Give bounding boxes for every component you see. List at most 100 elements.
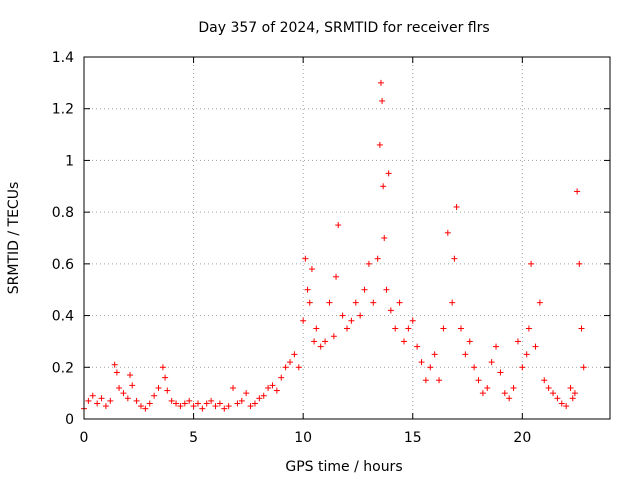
data-point xyxy=(190,403,197,410)
y-tick-label: 0.8 xyxy=(52,205,74,221)
y-axis-label: SRMTID / TECUs xyxy=(6,182,22,295)
x-tick-label: 15 xyxy=(404,430,422,446)
data-point xyxy=(212,403,219,410)
data-point xyxy=(282,364,289,371)
data-point xyxy=(453,203,460,210)
data-point xyxy=(528,260,535,267)
data-point xyxy=(113,369,120,376)
data-point xyxy=(574,188,581,195)
data-point xyxy=(124,395,131,402)
data-point xyxy=(302,255,309,262)
data-point xyxy=(151,392,158,399)
data-point xyxy=(333,273,340,280)
data-point xyxy=(554,395,561,402)
data-point xyxy=(225,403,232,410)
data-point xyxy=(383,286,390,293)
y-tick-label: 0.4 xyxy=(52,309,74,325)
data-point xyxy=(181,400,188,407)
data-point xyxy=(194,400,201,407)
data-point xyxy=(569,395,576,402)
data-point xyxy=(295,364,302,371)
data-point xyxy=(98,395,105,402)
data-point xyxy=(94,400,101,407)
data-point xyxy=(385,170,392,177)
data-point xyxy=(376,141,383,148)
data-point xyxy=(137,403,144,410)
data-point xyxy=(273,387,280,394)
data-point xyxy=(462,351,469,358)
data-point xyxy=(449,299,456,306)
data-point xyxy=(243,390,250,397)
data-point xyxy=(374,255,381,262)
data-point xyxy=(532,343,539,350)
data-point xyxy=(330,333,337,340)
data-point xyxy=(414,343,421,350)
data-point xyxy=(379,97,386,104)
data-point xyxy=(203,400,210,407)
chart-title: Day 357 of 2024, SRMTID for receiver flr… xyxy=(198,20,489,36)
data-point xyxy=(567,384,574,391)
data-point xyxy=(221,405,228,412)
data-point xyxy=(230,384,237,391)
data-point xyxy=(479,390,486,397)
data-point xyxy=(129,382,136,389)
data-point xyxy=(339,312,346,319)
data-point xyxy=(380,183,387,190)
data-point xyxy=(352,299,359,306)
data-point xyxy=(563,403,570,410)
data-point xyxy=(484,384,491,391)
y-tick-label: 0 xyxy=(65,412,74,428)
data-point xyxy=(497,369,504,376)
data-point xyxy=(111,361,118,368)
data-point xyxy=(120,390,127,397)
y-tick-label: 1.2 xyxy=(52,102,74,118)
data-point xyxy=(311,338,318,345)
data-point xyxy=(488,359,495,366)
data-point xyxy=(300,317,307,324)
data-point xyxy=(514,338,521,345)
data-point xyxy=(493,343,500,350)
data-point xyxy=(436,377,443,384)
data-point xyxy=(199,405,206,412)
data-point xyxy=(510,384,517,391)
data-point xyxy=(208,397,215,404)
data-point xyxy=(377,79,384,86)
data-point xyxy=(545,384,552,391)
data-point xyxy=(107,397,114,404)
data-point xyxy=(260,392,267,399)
data-point xyxy=(501,390,508,397)
data-point xyxy=(102,403,109,410)
data-point xyxy=(146,400,153,407)
data-point xyxy=(361,286,368,293)
data-points xyxy=(81,79,587,412)
data-point xyxy=(335,222,342,229)
data-point xyxy=(142,405,149,412)
data-point xyxy=(580,364,587,371)
data-point xyxy=(164,387,171,394)
data-point xyxy=(287,359,294,366)
data-point xyxy=(550,390,557,397)
data-point xyxy=(409,317,416,324)
data-point xyxy=(457,325,464,332)
data-point xyxy=(523,351,530,358)
y-tick-label: 0.6 xyxy=(52,257,74,273)
data-point xyxy=(177,403,184,410)
x-tick-label: 5 xyxy=(189,430,198,446)
data-point xyxy=(127,372,134,379)
data-point xyxy=(381,235,388,241)
data-point xyxy=(466,338,473,345)
data-point xyxy=(431,351,438,358)
data-point xyxy=(396,299,403,306)
data-point xyxy=(444,229,451,236)
data-point xyxy=(322,338,329,345)
data-point xyxy=(269,382,276,389)
data-point xyxy=(278,374,285,381)
data-point xyxy=(291,351,298,358)
data-point xyxy=(173,400,180,407)
data-point xyxy=(313,325,320,332)
data-point xyxy=(536,299,543,306)
data-point xyxy=(89,392,96,399)
data-point xyxy=(216,400,223,407)
data-point xyxy=(348,317,355,324)
data-point xyxy=(265,384,272,391)
